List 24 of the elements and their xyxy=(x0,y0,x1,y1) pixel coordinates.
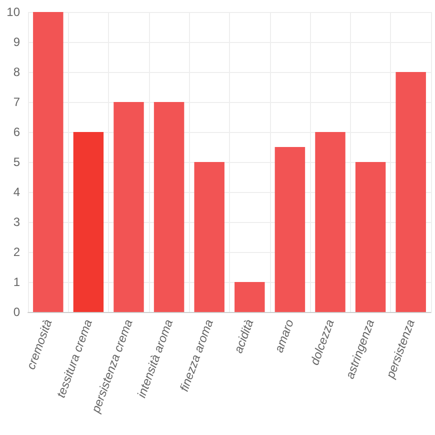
x-tick-label: finezza aroma xyxy=(177,317,216,394)
bar xyxy=(315,132,346,312)
bar xyxy=(33,12,64,312)
y-tick-label: 6 xyxy=(13,125,20,139)
bar xyxy=(73,132,104,312)
bar xyxy=(154,102,184,312)
bar xyxy=(234,282,265,312)
bar xyxy=(114,102,144,312)
y-tick-label: 1 xyxy=(13,275,20,289)
bar xyxy=(274,147,306,312)
y-tick-label: 7 xyxy=(13,95,20,109)
y-tick-label: 4 xyxy=(13,185,20,199)
y-tick-label: 9 xyxy=(13,35,20,49)
y-tick-label: 8 xyxy=(13,65,20,79)
y-tick-label: 0 xyxy=(13,305,20,319)
bar xyxy=(194,162,224,312)
x-tick-label: acidità xyxy=(231,317,256,355)
y-tick-label: 10 xyxy=(6,5,20,19)
bar xyxy=(355,162,386,312)
y-tick-label: 2 xyxy=(13,245,20,259)
y-tick-label: 3 xyxy=(13,215,20,229)
y-tick-label: 5 xyxy=(13,155,20,169)
x-tick-label: amaro xyxy=(272,317,297,354)
bar xyxy=(396,72,426,312)
